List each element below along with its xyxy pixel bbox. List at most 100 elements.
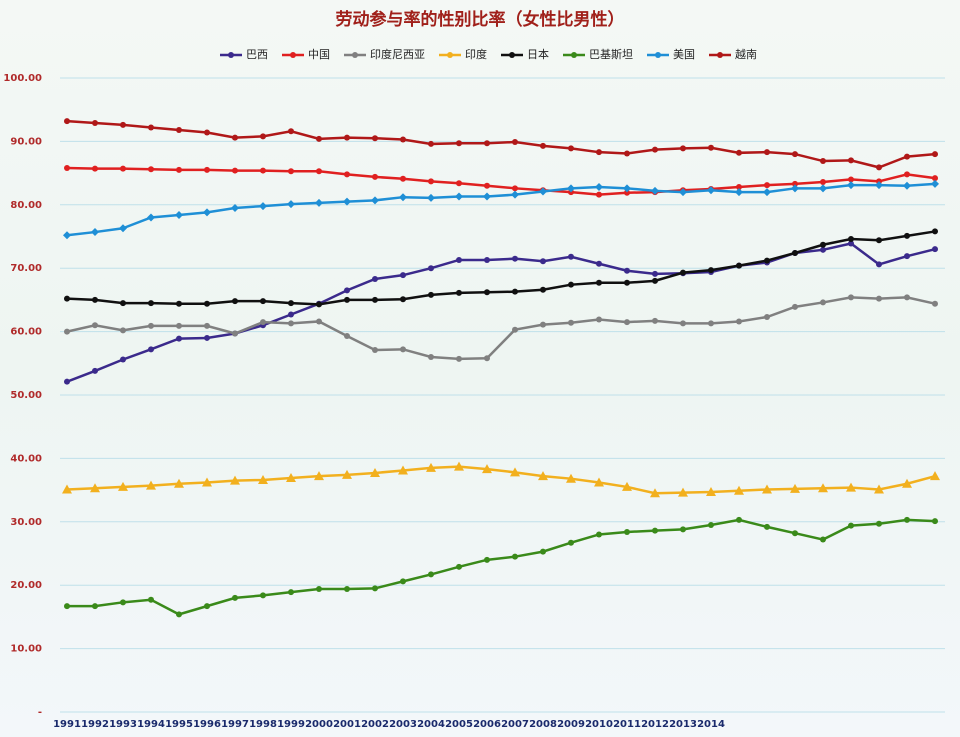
legend-label: 美国	[673, 48, 695, 61]
point	[232, 594, 238, 601]
point	[932, 246, 938, 253]
point	[288, 589, 294, 596]
point	[344, 296, 350, 303]
point	[428, 140, 434, 147]
point	[736, 318, 742, 325]
point	[148, 322, 154, 329]
point	[288, 320, 294, 327]
point	[204, 129, 210, 136]
point	[232, 298, 238, 305]
point	[650, 488, 660, 498]
point	[148, 346, 154, 353]
point	[92, 367, 98, 374]
point	[764, 149, 770, 156]
point	[538, 471, 548, 481]
y-tick-label: 30.00	[10, 517, 42, 528]
point	[120, 121, 126, 128]
x-tick-label: 1996	[193, 719, 221, 730]
point	[91, 228, 99, 237]
point	[540, 142, 546, 149]
point	[64, 165, 70, 172]
point	[706, 487, 716, 497]
x-tick-label: 2014	[697, 719, 725, 730]
point	[820, 246, 826, 253]
x-tick-label: 1998	[249, 719, 277, 730]
point	[539, 187, 547, 196]
point	[372, 173, 378, 180]
point	[400, 175, 406, 182]
x-tick-label: 2008	[529, 719, 557, 730]
point	[932, 175, 938, 182]
point	[567, 184, 575, 193]
point	[792, 180, 798, 187]
x-tick-label: 2013	[669, 719, 697, 730]
point	[790, 483, 800, 493]
point	[764, 182, 770, 189]
point	[594, 477, 604, 487]
point	[426, 462, 436, 472]
point	[287, 200, 295, 209]
point	[876, 237, 882, 244]
point	[512, 326, 518, 333]
y-tick-label: -	[38, 707, 42, 718]
x-tick-label: 2007	[501, 719, 529, 730]
y-tick-label: 80.00	[10, 200, 42, 211]
point	[792, 530, 798, 537]
point	[596, 279, 602, 286]
point	[92, 165, 98, 172]
series-line	[66, 166, 936, 196]
point	[820, 178, 826, 185]
point	[204, 334, 210, 341]
series-line	[66, 296, 936, 361]
point	[258, 474, 268, 484]
point	[92, 296, 98, 303]
legend-item: 中国	[282, 48, 330, 61]
point	[512, 553, 518, 560]
series-line	[66, 230, 936, 306]
point	[370, 467, 380, 477]
legend-marker	[352, 52, 358, 58]
point	[428, 178, 434, 185]
point	[848, 236, 854, 243]
point	[763, 188, 771, 197]
point	[820, 241, 826, 248]
y-tick-label: 100.00	[3, 73, 42, 84]
point	[484, 256, 490, 263]
point	[596, 191, 602, 198]
point	[568, 319, 574, 326]
point	[176, 166, 182, 173]
x-tick-label: 2002	[361, 719, 389, 730]
point	[372, 585, 378, 592]
point	[680, 145, 686, 152]
point	[344, 287, 350, 294]
point	[876, 164, 882, 171]
point	[372, 135, 378, 142]
point	[512, 139, 518, 146]
point	[512, 255, 518, 262]
point	[232, 330, 238, 337]
point	[624, 279, 630, 286]
point	[652, 277, 658, 284]
point	[260, 298, 266, 305]
legend-label: 印度尼西亚	[370, 47, 425, 61]
point	[316, 301, 322, 308]
point	[456, 180, 462, 187]
legend-label: 中国	[308, 48, 330, 61]
point	[90, 483, 100, 493]
point	[64, 328, 70, 335]
legend-item: 美国	[647, 48, 695, 61]
point	[400, 346, 406, 353]
series-line	[66, 182, 936, 237]
point	[511, 190, 519, 199]
point	[680, 320, 686, 327]
point	[736, 262, 742, 269]
point	[848, 157, 854, 164]
point	[624, 319, 630, 326]
point	[342, 469, 352, 479]
point	[904, 253, 910, 260]
point	[624, 528, 630, 535]
series	[64, 240, 938, 385]
point	[848, 522, 854, 529]
point	[931, 179, 939, 188]
